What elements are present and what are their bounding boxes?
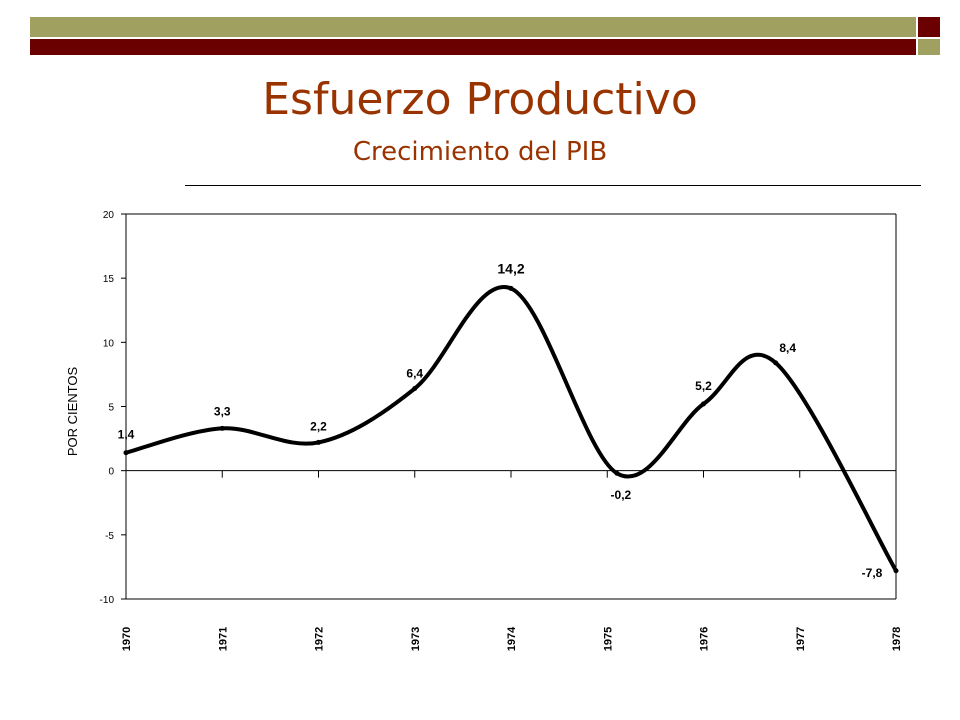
x-tick-label: 1970 (121, 627, 133, 651)
header-bar-bottom (30, 39, 916, 55)
data-label: 1,4 (118, 428, 135, 442)
x-tick-label: 1971 (217, 627, 229, 651)
data-label: -7,8 (862, 566, 883, 580)
x-tick-label: 1978 (891, 627, 903, 651)
header-bar-top (30, 17, 916, 37)
y-axis-title: POR CIENTOS (65, 367, 80, 457)
y-tick-label: 20 (103, 210, 115, 221)
y-tick-label: 15 (103, 274, 115, 285)
data-label: 14,2 (497, 260, 524, 276)
slide-subtitle: Crecimiento del PIB (352, 137, 608, 167)
header-corner-block-bottom (918, 39, 940, 55)
y-tick-label: -10 (100, 595, 115, 606)
data-point (412, 386, 418, 392)
slide-title: Esfuerzo Productivo (262, 74, 698, 125)
data-label: 6,4 (406, 367, 423, 381)
title-divider (185, 185, 921, 186)
data-label: 8,4 (779, 341, 796, 355)
data-point (614, 470, 620, 476)
x-tick-label: 1972 (314, 627, 326, 651)
y-tick-label: -5 (105, 531, 114, 542)
data-point (893, 568, 899, 574)
y-tick-label: 5 (108, 403, 114, 414)
x-tick-label: 1974 (506, 626, 518, 651)
x-tick-label: 1973 (410, 627, 422, 651)
data-label: 3,3 (214, 404, 231, 418)
data-point (773, 360, 779, 366)
y-tick-label: 10 (103, 338, 115, 349)
data-label: 2,2 (310, 419, 327, 433)
data-point (508, 285, 514, 291)
data-label: 5,2 (695, 379, 712, 393)
series-line (124, 284, 898, 573)
data-point (123, 450, 129, 456)
data-point (219, 425, 225, 431)
x-tick-label: 1975 (602, 627, 614, 651)
data-label: -0,2 (611, 488, 632, 502)
x-tick-label: 1977 (795, 627, 807, 651)
y-tick-label: 0 (108, 467, 114, 478)
gdp-growth-chart: -10 -5 0 5 10 15 20 1970 1971 1972 1973 1974 1975 197… (65, 210, 903, 651)
header-corner-block-top (918, 17, 940, 37)
data-point (316, 439, 321, 445)
x-tick-label: 1976 (699, 627, 711, 651)
data-point (701, 401, 706, 407)
